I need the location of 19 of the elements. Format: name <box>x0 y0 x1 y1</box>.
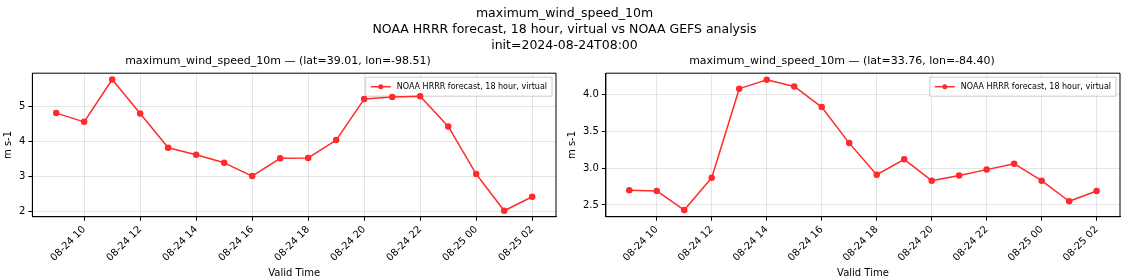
y-tick-label: 3 <box>18 170 26 182</box>
y-tick-label: 2 <box>18 205 26 217</box>
text: NOAA HRRR forecast, 18 hour, virtual vs NOAA GEFS analysis <box>371 21 758 37</box>
chart-title: maximum_wind_speed_10m — (lat=33.76, lon=-84.40) <box>689 54 995 68</box>
legend-label: NOAA HRRR forecast, 18 hour, virtual <box>396 81 547 91</box>
y-tick-label: 5 <box>18 100 26 112</box>
y-tick-label: 2.5 <box>583 198 599 210</box>
chart-title: maximum_wind_speed_10m — (lat=39.01, lon=-98.51) <box>125 54 431 68</box>
y-tick-label: 3.5 <box>583 124 599 136</box>
y-axis-title: m s-1 <box>1 130 13 160</box>
text: init=2024-08-24T08:00 <box>490 37 639 53</box>
text: maximum_wind_speed_10m <box>474 5 655 21</box>
x-axis-title: Valid Time <box>268 266 321 278</box>
y-tick-label: 3.0 <box>583 161 599 173</box>
y-tick-label: 4 <box>18 135 26 147</box>
x-axis-title: Valid Time <box>837 266 889 278</box>
y-tick-label: 4.0 <box>583 88 599 100</box>
y-axis-title: m s-1 <box>565 130 577 160</box>
legend-label: NOAA HRRR forecast, 18 hour, virtual <box>960 81 1111 91</box>
